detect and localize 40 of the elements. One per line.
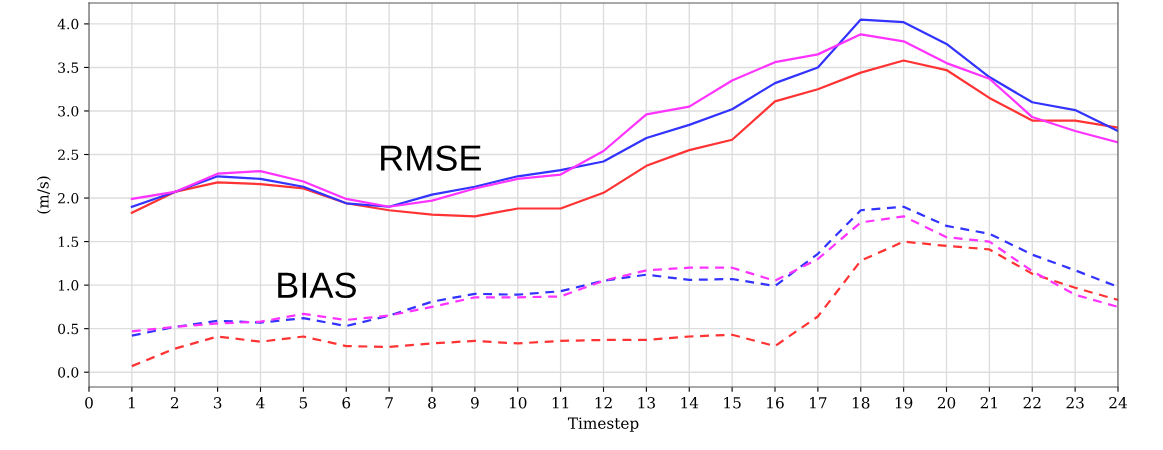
x-tick-label: 16 [767, 396, 784, 409]
annotation: BIAS [278, 272, 356, 299]
line-series [130, 240, 1118, 368]
x-tick-label: 3 [213, 396, 222, 409]
y-tick-label: 2.0 [58, 193, 79, 204]
y-tick-label: 4.0 [57, 18, 79, 30]
x-tick-label: 14 [681, 396, 699, 409]
y-tick-label: 3.0 [58, 105, 79, 117]
x-tick-label: 22 [1023, 396, 1041, 409]
x-tick-label: 11 [552, 396, 569, 409]
y-tick-label: 0.5 [58, 323, 79, 335]
x-tick-label: 10 [509, 396, 527, 409]
x-tick-label: 4 [256, 396, 265, 409]
annotation: RMSE [381, 145, 481, 171]
y-tick-label: 3.5 [58, 62, 79, 73]
x-tick-label: 5 [299, 397, 308, 409]
x-tick-label: 13 [638, 396, 655, 409]
x-axis-title: Timestep [567, 417, 639, 432]
x-tick-label: 15 [724, 396, 741, 409]
x-tick-label: 6 [342, 396, 351, 409]
x-tick-label: 18 [852, 396, 870, 409]
y-tick-label: 2.5 [58, 149, 79, 160]
x-tick-label: 12 [595, 396, 612, 409]
x-tick-label: 2 [170, 396, 179, 409]
x-tick-label: 17 [810, 396, 827, 409]
x-tick-label: 7 [385, 397, 393, 409]
x-tick-label: 1 [128, 396, 135, 409]
x-tick-label: 9 [470, 396, 479, 409]
x-tick-label: 0 [85, 396, 93, 409]
x-tick-label: 24 [1109, 396, 1127, 409]
y-tick-label: 0.0 [58, 367, 79, 378]
y-tick-label: 1.0 [58, 280, 79, 291]
x-tick-label: 21 [980, 396, 997, 409]
x-tick-label: 19 [895, 396, 913, 409]
line-series [130, 59, 1118, 218]
x-tick-label: 20 [937, 396, 956, 409]
x-tick-label: 23 [1066, 396, 1084, 409]
y-axis-title: (m/s) [36, 176, 51, 214]
y-tick-label: 1.5 [58, 236, 79, 248]
x-tick-label: 8 [428, 396, 436, 409]
